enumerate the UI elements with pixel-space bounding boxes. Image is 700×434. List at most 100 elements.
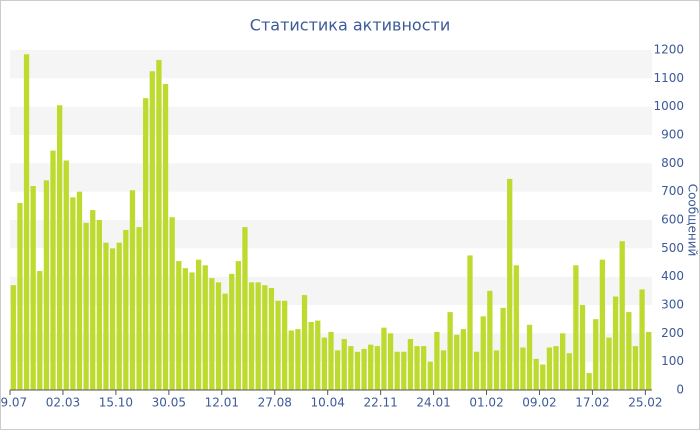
bar bbox=[229, 273, 235, 390]
bar bbox=[268, 288, 275, 390]
bar bbox=[566, 353, 572, 390]
bar bbox=[308, 322, 314, 390]
bar bbox=[321, 337, 328, 390]
bar bbox=[593, 319, 599, 390]
y-tick-label: 300 bbox=[661, 298, 684, 312]
bar bbox=[460, 329, 467, 390]
bar bbox=[109, 248, 116, 390]
x-tick-label: 12.01 bbox=[205, 396, 239, 410]
y-tick-label: 1000 bbox=[653, 99, 684, 113]
y-tick-label: 800 bbox=[661, 156, 684, 170]
bar bbox=[440, 350, 447, 390]
bar bbox=[136, 227, 142, 390]
y-tick-label: 600 bbox=[661, 213, 684, 227]
bar bbox=[149, 71, 155, 390]
bar bbox=[262, 285, 268, 390]
bar bbox=[295, 329, 301, 390]
bar bbox=[235, 261, 241, 390]
bar bbox=[487, 290, 493, 390]
bar bbox=[242, 227, 248, 390]
bar bbox=[301, 295, 308, 390]
bar bbox=[282, 300, 288, 390]
bar bbox=[513, 265, 519, 390]
bar bbox=[414, 346, 420, 390]
chart-title: Статистика активности bbox=[250, 16, 450, 35]
y-tick-label: 500 bbox=[661, 241, 684, 255]
bar bbox=[374, 346, 380, 390]
bar bbox=[56, 105, 63, 390]
bar bbox=[176, 261, 182, 390]
grid-band bbox=[10, 50, 652, 79]
bar bbox=[421, 346, 427, 390]
bar bbox=[10, 285, 16, 390]
y-tick-label: 200 bbox=[661, 326, 684, 340]
x-tick-label: 30.05 bbox=[152, 396, 186, 410]
bar bbox=[467, 255, 473, 390]
x-tick-label: 27.08 bbox=[258, 396, 292, 410]
bar bbox=[401, 351, 407, 390]
bar bbox=[381, 327, 387, 390]
bar bbox=[507, 178, 513, 390]
bar bbox=[579, 305, 586, 390]
bar bbox=[255, 282, 261, 390]
y-tick-label: 1200 bbox=[653, 43, 684, 57]
bar bbox=[222, 293, 228, 390]
bar bbox=[586, 373, 592, 390]
bar bbox=[606, 337, 612, 390]
bar bbox=[368, 344, 374, 390]
bar bbox=[17, 203, 23, 390]
x-tick-label: 15.10 bbox=[99, 396, 133, 410]
bar bbox=[354, 351, 361, 390]
bar bbox=[500, 307, 506, 390]
x-tick-label: 24.01 bbox=[416, 396, 450, 410]
bar bbox=[599, 259, 606, 390]
x-tick-label: 25.02 bbox=[628, 396, 662, 410]
bar bbox=[341, 339, 347, 390]
x-tick-label: 10.04 bbox=[311, 396, 345, 410]
bar bbox=[315, 320, 321, 390]
bar bbox=[189, 272, 195, 390]
bar bbox=[573, 265, 579, 390]
x-tick-label: 22.11 bbox=[363, 396, 397, 410]
bar bbox=[275, 300, 281, 390]
x-tick-label: 19.07 bbox=[0, 396, 27, 410]
bar bbox=[209, 278, 215, 390]
bar bbox=[526, 324, 533, 390]
bar bbox=[169, 217, 175, 390]
bar bbox=[427, 361, 433, 390]
grid-band bbox=[10, 106, 652, 135]
bar bbox=[447, 312, 453, 390]
bar bbox=[103, 242, 109, 390]
bar bbox=[116, 242, 122, 390]
bar bbox=[361, 348, 367, 390]
bar bbox=[30, 186, 36, 390]
bar bbox=[123, 229, 129, 390]
bar bbox=[202, 265, 208, 390]
bar bbox=[83, 222, 89, 390]
bar bbox=[288, 330, 294, 390]
bar bbox=[334, 350, 341, 390]
x-tick-label: 09.02 bbox=[522, 396, 556, 410]
bar bbox=[546, 347, 553, 390]
bar bbox=[37, 271, 43, 390]
bar bbox=[632, 346, 639, 390]
bar bbox=[619, 241, 625, 390]
bar bbox=[96, 220, 102, 390]
bar bbox=[162, 84, 169, 390]
bar bbox=[182, 268, 189, 390]
x-tick-label: 02.03 bbox=[46, 396, 80, 410]
bar bbox=[248, 282, 255, 390]
bar bbox=[612, 296, 619, 390]
bar bbox=[143, 98, 149, 391]
y-tick-label: 900 bbox=[661, 128, 684, 142]
bar bbox=[156, 59, 162, 391]
bar bbox=[215, 282, 222, 390]
bar bbox=[533, 358, 539, 390]
bar bbox=[407, 339, 414, 390]
bar bbox=[394, 351, 400, 390]
bar bbox=[493, 350, 500, 390]
bar bbox=[195, 259, 202, 390]
y-axis-label: Сообщений bbox=[686, 184, 700, 257]
bar bbox=[129, 190, 136, 390]
